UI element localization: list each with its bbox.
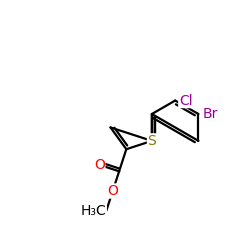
Text: O: O: [107, 184, 118, 198]
Text: O: O: [94, 158, 105, 172]
Text: Cl: Cl: [179, 94, 192, 108]
Text: S: S: [148, 134, 156, 148]
Text: Br: Br: [202, 107, 218, 121]
Text: H₃C: H₃C: [80, 204, 106, 218]
